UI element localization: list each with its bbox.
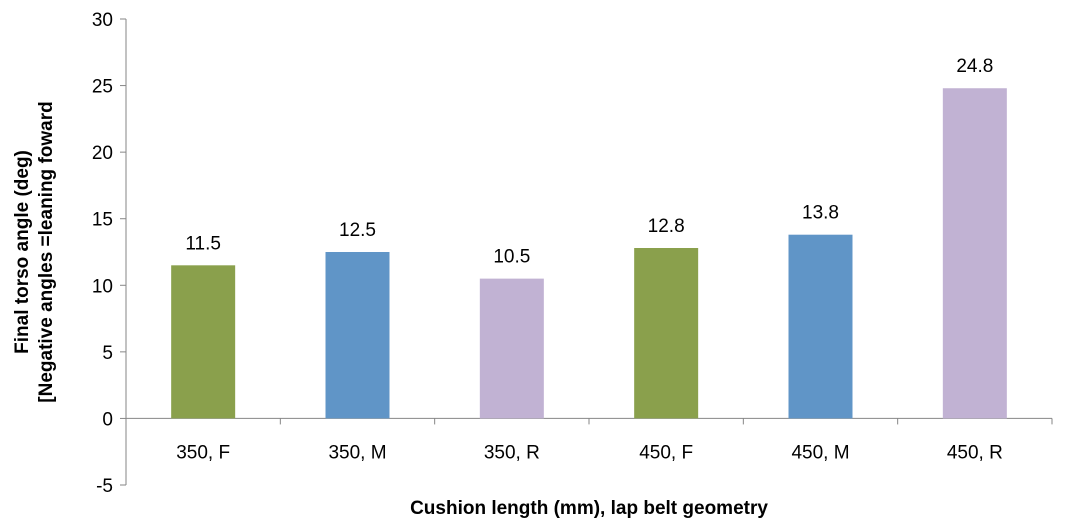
y-tick-label: 25 — [92, 77, 113, 98]
y-axis-title-line2: [Negative angles =leaning foward — [36, 101, 57, 402]
category-label: 450, F — [639, 442, 693, 463]
data-label: 24.8 — [956, 56, 993, 77]
y-tick-label: 5 — [102, 343, 113, 364]
data-label: 12.5 — [339, 220, 376, 241]
labels: 11.5 350, F 12.5 350, M 10.5 350, R 12.8 450, F… — [176, 56, 1003, 463]
category-label: 350, M — [328, 442, 386, 463]
data-label: 13.8 — [802, 203, 839, 224]
bar — [325, 252, 390, 419]
bar — [942, 88, 1007, 419]
data-label: 12.8 — [648, 216, 685, 237]
y-tick-label: 10 — [92, 276, 113, 297]
y-tick-label: 15 — [92, 210, 113, 231]
bar — [634, 248, 699, 419]
bars — [171, 88, 1007, 419]
y-tick-label: 0 — [102, 409, 113, 430]
category-label: 450, R — [947, 442, 1003, 463]
y-tick-label: 20 — [92, 143, 113, 164]
data-label: 11.5 — [185, 233, 221, 254]
y-tick-label: 30 — [92, 10, 113, 31]
category-label: 350, F — [176, 442, 230, 463]
category-label: 450, M — [791, 442, 849, 463]
bar — [479, 278, 544, 419]
data-label: 10.5 — [493, 247, 530, 268]
bar — [171, 265, 236, 419]
y-tick-label: -5 — [96, 476, 113, 497]
axes: -5 0 5 10 15 20 25 30 — [92, 10, 1053, 497]
bar — [788, 234, 853, 419]
y-axis-title: Final torso angle (deg) — [12, 150, 33, 354]
category-label: 350, R — [484, 442, 540, 463]
x-axis-title: Cushion length (mm), lap belt geometry — [410, 498, 768, 519]
